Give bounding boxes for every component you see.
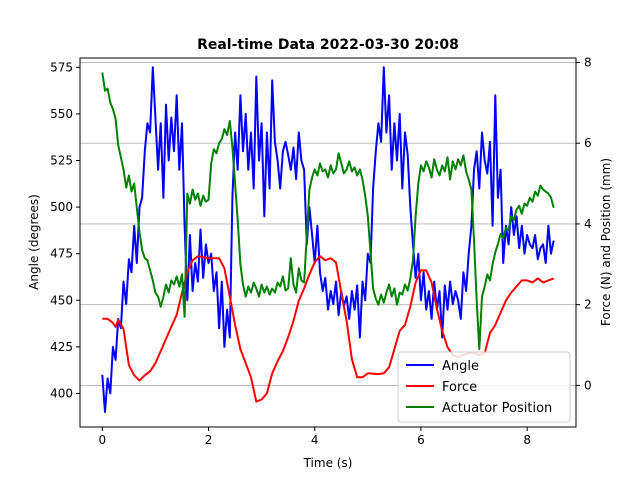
y-tick-label: 500 bbox=[50, 200, 73, 214]
y2-axis-label: Force (N) and Position (mm) bbox=[599, 158, 613, 326]
x-tick-label: 4 bbox=[311, 433, 319, 447]
y-tick-label: 425 bbox=[50, 340, 73, 354]
y2-tick-label: 8 bbox=[584, 55, 592, 69]
x-axis: 0 2 4 6 8 bbox=[98, 427, 531, 447]
x-tick-label: 0 bbox=[98, 433, 106, 447]
x-tick-label: 2 bbox=[205, 433, 213, 447]
legend-box bbox=[397, 351, 571, 423]
y2-tick-label: 2 bbox=[584, 298, 592, 312]
y-tick-label: 575 bbox=[50, 60, 73, 74]
x-axis-label: Time (s) bbox=[303, 456, 353, 470]
y-tick-label: 475 bbox=[50, 247, 73, 261]
y-axis-right: 0 2 4 6 8 bbox=[576, 55, 592, 392]
y-tick-label: 550 bbox=[50, 107, 73, 121]
legend-label: Actuator Position bbox=[442, 401, 552, 416]
chart-title: Real-time Data 2022-03-30 20:08 bbox=[197, 37, 459, 53]
x-tick-label: 6 bbox=[417, 433, 425, 447]
y2-tick-label: 6 bbox=[584, 136, 592, 150]
series-line-angle bbox=[101, 66, 555, 414]
legend-label: Angle bbox=[442, 359, 479, 374]
y2-tick-label: 0 bbox=[584, 378, 592, 392]
plot-frame bbox=[79, 57, 577, 428]
y-tick-label: 525 bbox=[50, 154, 73, 168]
x-tick-label: 8 bbox=[523, 433, 531, 447]
legend: Angle Force Actuator Position bbox=[397, 351, 571, 423]
y-axis-label: Angle (degrees) bbox=[27, 194, 41, 290]
y-axis-left: 400 425 450 475 500 525 550 575 bbox=[50, 60, 80, 400]
y2-tick-label: 4 bbox=[584, 217, 592, 231]
series-line-actuator-position bbox=[101, 72, 555, 351]
y-tick-label: 400 bbox=[50, 386, 73, 400]
y-tick-label: 450 bbox=[50, 293, 73, 307]
legend-label: Force bbox=[442, 380, 477, 395]
